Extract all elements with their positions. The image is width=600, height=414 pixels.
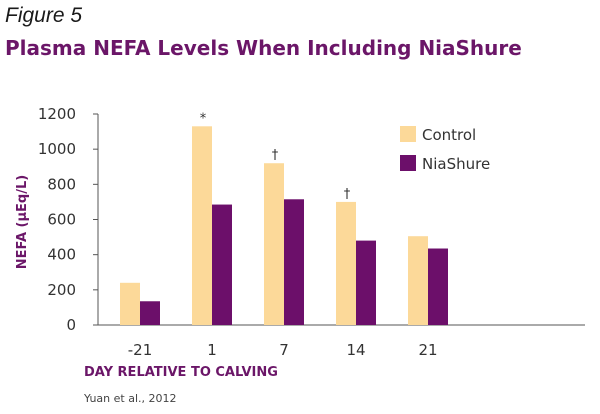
legend-swatch-control (400, 126, 416, 142)
bar-control-0 (120, 283, 140, 325)
bar-niashure-1 (212, 205, 232, 325)
bar-control-1 (192, 126, 212, 325)
bar-niashure-0 (140, 301, 160, 325)
chart-bars (120, 126, 448, 325)
y-tick-label: 200 (47, 281, 76, 299)
source-citation: Yuan et al., 2012 (84, 392, 177, 405)
bar-control-3 (336, 202, 356, 325)
bar-niashure-4 (428, 249, 448, 325)
x-axis-label: DAY RELATIVE TO CALVING (84, 365, 278, 380)
x-tick-label: -21 (128, 341, 153, 359)
legend-label-control: Control (422, 126, 476, 144)
bar-control-2 (264, 163, 284, 325)
legend-swatch-niashure (400, 155, 416, 171)
bar-control-4 (408, 236, 428, 325)
x-tick-label: 14 (346, 341, 365, 359)
y-tick-label: 800 (47, 175, 76, 193)
y-axis-ticks: 0 200 400 600 800 1000 1200 (38, 105, 98, 334)
x-tick-label: 7 (279, 341, 289, 359)
y-tick-label: 600 (47, 211, 76, 229)
y-axis-label: NEFA (µEq/L) (15, 175, 30, 269)
legend-label-niashure: NiaShure (422, 155, 490, 173)
x-axis-ticks: -21 1 7 14 21 (128, 341, 438, 359)
bar-niashure-3 (356, 241, 376, 325)
bar-niashure-2 (284, 199, 304, 325)
y-tick-label: 1000 (38, 140, 76, 158)
significance-marker: † (344, 187, 351, 202)
y-tick-label: 1200 (38, 105, 76, 123)
x-tick-label: 1 (207, 341, 217, 359)
significance-marker: † (272, 148, 279, 163)
y-tick-label: 400 (47, 246, 76, 264)
x-tick-label: 21 (418, 341, 437, 359)
y-tick-label: 0 (66, 316, 76, 334)
chart-legend: Control NiaShure (400, 126, 490, 173)
significance-marker: * (200, 111, 207, 126)
